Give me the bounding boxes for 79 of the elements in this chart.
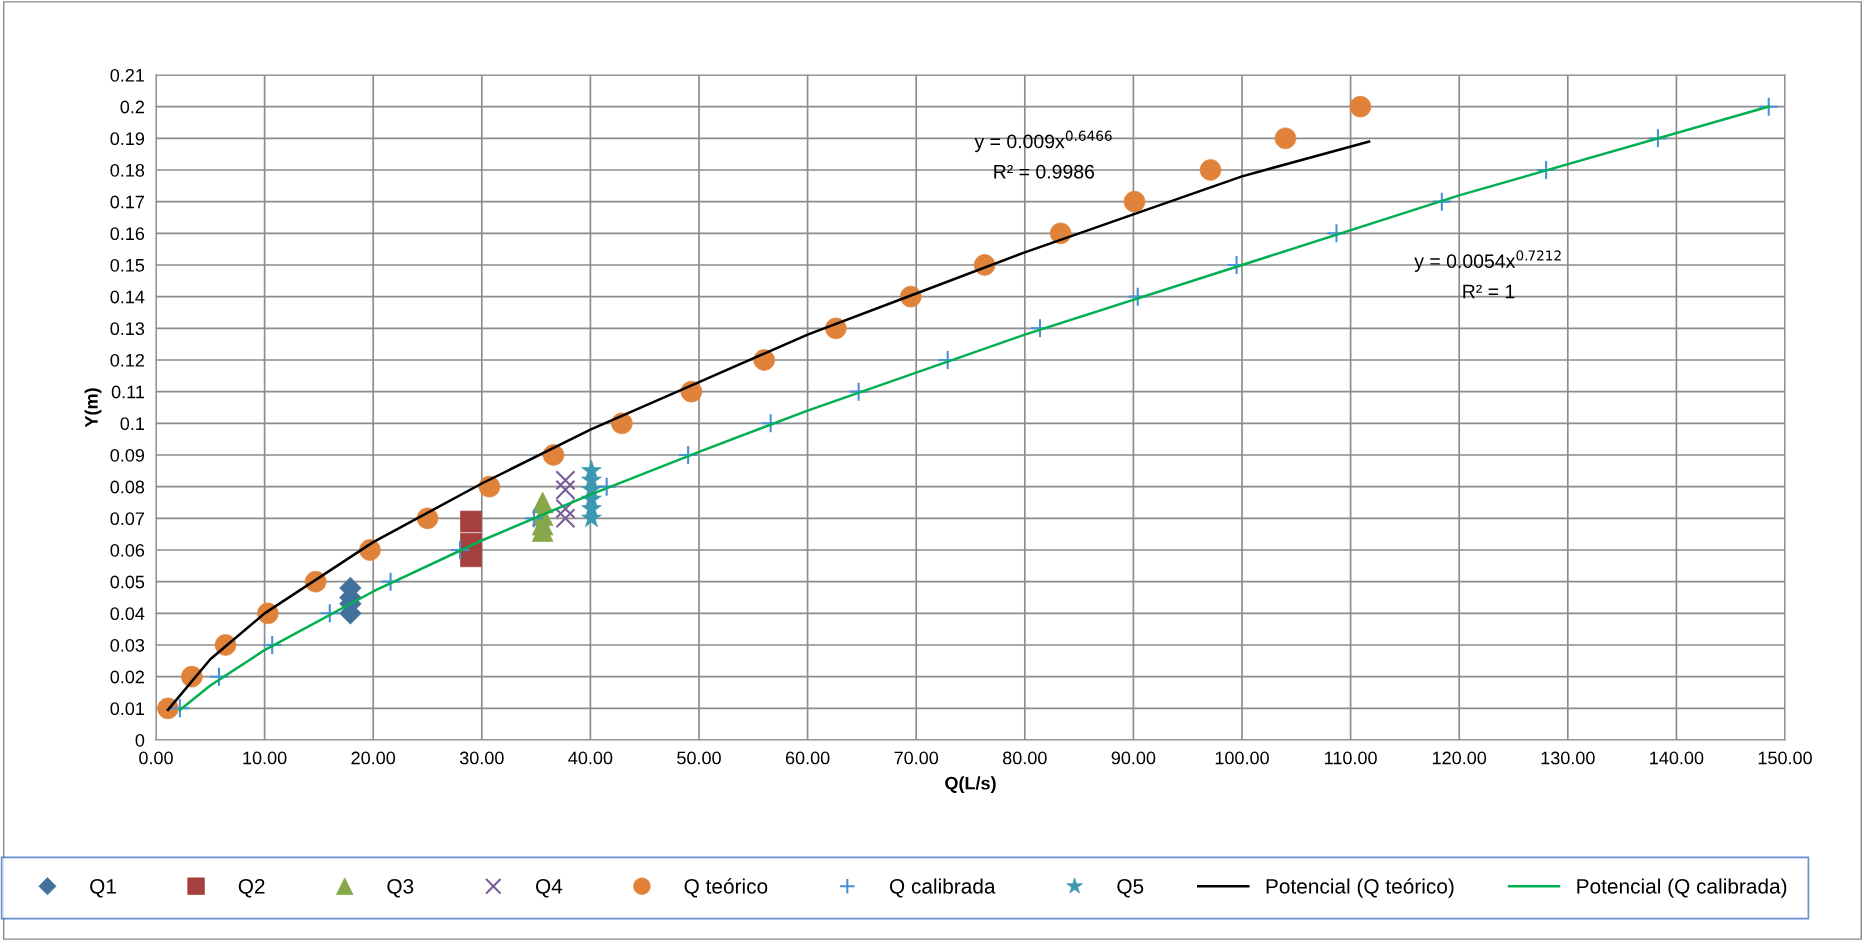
annotation: y = 0.0054x$^{0.7212}$ [1414,250,1561,272]
point [1199,159,1222,181]
y-axis-title: Y(m) [84,388,102,428]
y-tick-label: 0.08 [110,480,145,494]
annotation: R² = 0.9986 [994,164,1095,179]
legend-label: Q calibrada [889,878,996,898]
x-tick-label: 120.00 [1432,751,1487,765]
legend-label: Q5 [1117,878,1144,898]
x-tick-label: 0.00 [139,751,173,765]
point [319,603,340,624]
legend-label: Q3 [387,878,414,898]
y-tick-label: 0.06 [110,543,145,557]
point [848,381,869,402]
x-tick-label: 20.00 [351,751,396,765]
point [555,508,576,529]
y-tick-label: 0.16 [110,227,145,241]
y-tick-label: 0.1 [120,417,145,431]
annotation: R² = 1 [1463,284,1515,299]
y-tick-label: 0.04 [110,607,145,621]
point [1326,223,1347,244]
point [208,666,230,687]
y-tick-label: 0 [135,733,145,747]
y-tick-label: 0.01 [110,702,145,716]
annotation: y = 0.009x$^{0.6466}$ [974,130,1112,153]
point [1758,96,1779,117]
x-tick-label: 130.00 [1541,751,1595,765]
y-tick-label: 0.11 [111,385,145,399]
legend-label: Potencial (Q calibrada) [1577,878,1787,898]
y-tick-label: 0.17 [110,195,144,209]
point [760,413,781,434]
x-tick-label: 50.00 [677,751,721,765]
point [937,349,958,371]
point [555,479,576,500]
point [1431,191,1452,212]
y-tick-label: 0.14 [110,290,145,304]
legend-label: Q4 [535,878,563,898]
y-tick-label: 0.12 [110,353,144,367]
x-tick-label: 100.00 [1215,751,1269,765]
point [1127,286,1148,307]
point [1029,318,1051,339]
x-tick-label: 110.00 [1325,751,1377,765]
point [380,571,401,592]
x-tick-label: 140.00 [1650,751,1704,765]
y-tick-label: 0.02 [110,670,144,684]
x-tick-label: 90.00 [1111,751,1156,765]
y-tick-label: 0.13 [110,322,145,336]
x-axis-title: Q(L/s) [945,776,996,794]
point [450,539,471,561]
point [1349,95,1372,118]
y-tick-label: 0.09 [110,448,145,462]
x-tick-label: 10.00 [243,751,287,765]
legend-label: Q teórico [684,878,768,898]
x-tick-label: 40.00 [568,751,613,765]
y-tick-label: 0.15 [110,258,145,272]
y-tick-label: 0.07 [110,512,144,526]
legend-label: Potencial (Q teórico) [1266,878,1454,898]
point [1647,128,1669,149]
point [555,498,576,519]
y-tick-label: 0.03 [110,638,145,652]
x-tick-label: 60.00 [785,751,830,765]
y-tick-label: 0.19 [110,132,145,146]
y-tick-label: 0.05 [110,575,145,589]
point [678,444,699,466]
legend-label: Q1 [90,878,116,898]
point [523,508,544,529]
point [1123,190,1146,213]
x-tick-label: 70.00 [894,751,939,765]
point [262,634,283,656]
point [169,698,190,719]
point [1226,254,1247,276]
x-tick-label: 150.00 [1758,751,1812,765]
x-tick-label: 80.00 [1003,751,1047,765]
legend-label: Q2 [238,878,265,898]
y-tick-label: 0.18 [110,163,145,177]
y-tick-label: 0.2 [120,100,144,114]
x-tick-label: 30.00 [459,751,504,765]
point [555,470,576,491]
point [1536,159,1557,181]
y-tick-label: 0.21 [110,68,145,82]
